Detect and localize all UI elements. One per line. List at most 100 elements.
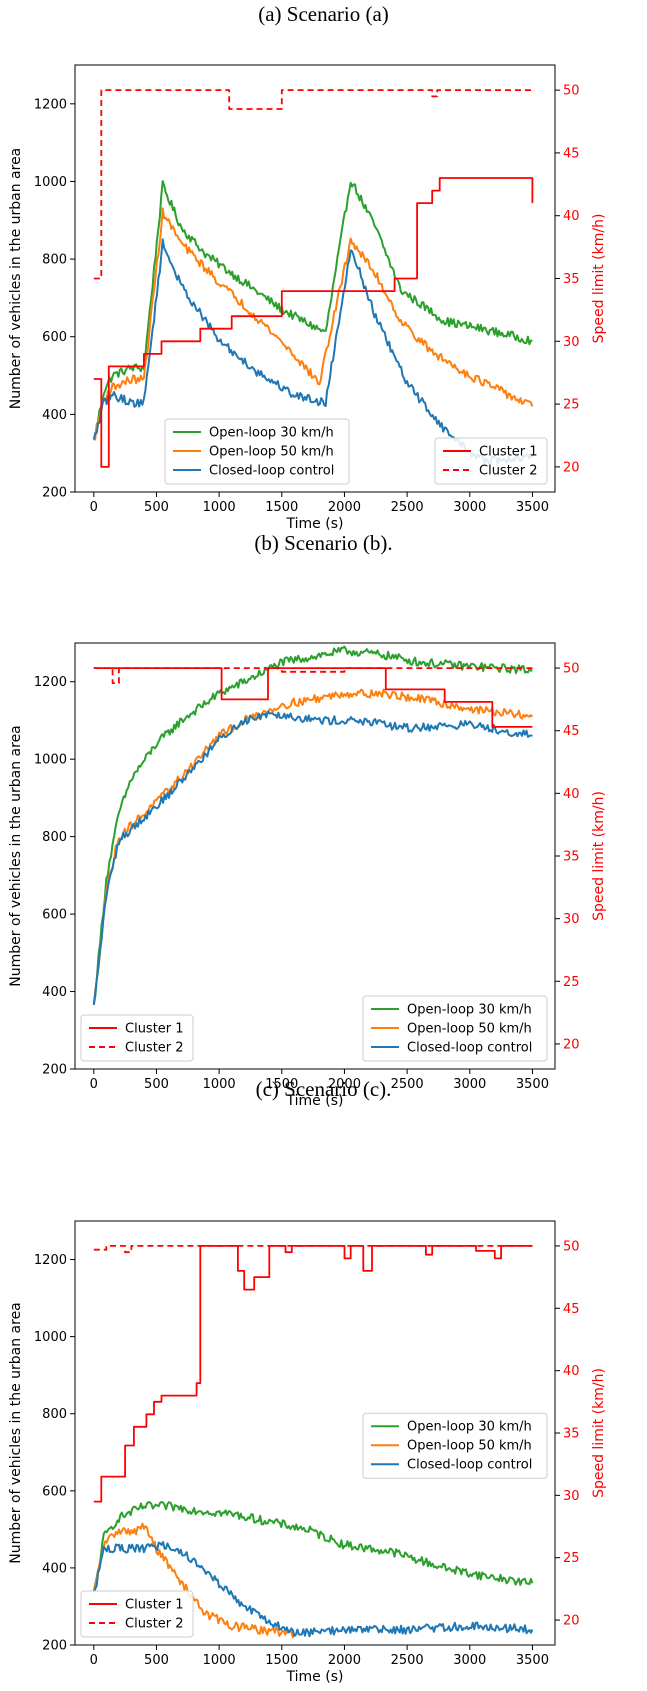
series-line-open-loop-30-km-h (92, 1501, 534, 1593)
legend-box (362, 995, 548, 1062)
y-tick-label: 1200 (34, 97, 67, 112)
legend-entry-label: Open-loop 30 km/h (407, 1003, 532, 1018)
y2-tick-label: 50 (563, 662, 580, 677)
caption-b: (b) Scenario (b). (254, 531, 393, 555)
y2-tick-label: 30 (563, 1489, 580, 1504)
y-tick-label: 200 (42, 486, 67, 501)
y2-tick-label: 30 (563, 912, 580, 927)
chart-panel-b: 0 500 1000 1500 2000 2500 3000 3500 Time (s) 200 4… (8, 642, 607, 1109)
legend-entry-label: Closed-loop control (407, 1041, 532, 1056)
x-tick-label: 2500 (391, 1653, 424, 1668)
series-line-cluster-2 (93, 667, 533, 684)
legend-entry-label: Open-loop 50 km/h (407, 1022, 532, 1037)
x-tick-label: 0 (90, 1077, 98, 1092)
x-tick-label: 3000 (453, 1653, 486, 1668)
y-axis-label: Number of vehicles in the urban area (8, 148, 24, 410)
y2-tick-label: 50 (563, 1239, 580, 1254)
x-axis-label: Time (s) (286, 1669, 344, 1685)
y-tick-label: 800 (42, 1407, 67, 1422)
y-tick-label: 1000 (34, 1330, 67, 1345)
y2-tick-label: 20 (563, 460, 580, 475)
x-tick-label: 3000 (453, 1077, 486, 1092)
y-axis-label: Number of vehicles in the urban area (8, 1302, 24, 1564)
series-line-open-loop-30-km-h (92, 645, 533, 1006)
x-tick-label: 0 (90, 500, 98, 515)
y2-tick-label: 45 (563, 1302, 580, 1317)
x-tick-label: 3500 (516, 1077, 549, 1092)
series-line-cluster-1 (93, 667, 533, 728)
y2-tick-label: 40 (563, 209, 580, 224)
legend: Open-loop 30 km/h Open-loop 50 km/h Closed… (362, 1412, 548, 1479)
series-line-cluster-2 (93, 1245, 533, 1254)
y-tick-label: 600 (42, 1484, 67, 1499)
legend-entry-label: Cluster 1 (125, 1022, 184, 1037)
series-line-open-loop-50-km-h (92, 1522, 296, 1639)
x-tick-label: 500 (144, 500, 169, 515)
legend-entry-label: Cluster 2 (479, 464, 538, 479)
y-tick-label: 800 (42, 830, 67, 845)
legend-box (80, 1590, 194, 1638)
series-line-cluster-2 (93, 89, 533, 280)
legend-box (80, 1014, 194, 1062)
y2-tick-label: 50 (563, 84, 580, 99)
legend-entry-label: Closed-loop control (407, 1458, 532, 1473)
y-tick-label: 1200 (34, 675, 67, 690)
y-tick-label: 400 (42, 1561, 67, 1576)
x-tick-label: 3000 (453, 500, 486, 515)
y-tick-label: 600 (42, 908, 67, 923)
caption-a: (a) Scenario (a) (258, 2, 389, 26)
y2-tick-label: 35 (563, 272, 580, 287)
legend-entry-label: Open-loop 50 km/h (209, 445, 334, 460)
legend: Open-loop 30 km/h Open-loop 50 km/h Closed… (362, 995, 548, 1062)
y2-tick-label: 35 (563, 1427, 580, 1442)
x-tick-label: 2000 (328, 500, 361, 515)
x-tick-label: 3500 (516, 1653, 549, 1668)
y-tick-label: 200 (42, 1639, 67, 1654)
y2-tick-label: 30 (563, 335, 580, 350)
legend-entry-label: Cluster 1 (479, 445, 538, 460)
y2-tick-label: 25 (563, 1551, 580, 1566)
y-tick-label: 400 (42, 408, 67, 423)
y2-tick-label: 45 (563, 724, 580, 739)
x-tick-label: 500 (144, 1077, 169, 1092)
series-line-cluster-1 (93, 1245, 533, 1503)
x-axis-label: Time (s) (286, 1093, 344, 1109)
legend-box (434, 437, 548, 485)
x-tick-label: 500 (144, 1653, 169, 1668)
x-tick-label: 1000 (203, 500, 236, 515)
y2-tick-label: 45 (563, 146, 580, 161)
y-tick-label: 1000 (34, 175, 67, 190)
y-tick-label: 600 (42, 330, 67, 345)
legend-entry-label: Cluster 2 (125, 1041, 184, 1056)
series-line-cluster-1 (93, 177, 534, 468)
legend-entry-label: Open-loop 30 km/h (209, 426, 334, 441)
legend-entry-label: Open-loop 50 km/h (407, 1439, 532, 1454)
x-tick-label: 1500 (265, 1077, 298, 1092)
y-tick-label: 1000 (34, 753, 67, 768)
x-tick-label: 3500 (516, 500, 549, 515)
x-tick-label: 1000 (203, 1077, 236, 1092)
caption-c: (c) Scenario (c). (255, 1077, 392, 1101)
x-tick-label: 2000 (328, 1653, 361, 1668)
series-line-open-loop-50-km-h (92, 688, 534, 1005)
series-line-closed-loop-control (92, 1541, 534, 1638)
y2-tick-label: 40 (563, 1364, 580, 1379)
y-axis-label: Number of vehicles in the urban area (8, 725, 24, 987)
x-tick-label: 1500 (265, 1653, 298, 1668)
x-tick-label: 2500 (391, 500, 424, 515)
y-tick-label: 1200 (34, 1253, 67, 1268)
legend-entry-label: Closed-loop control (209, 464, 334, 479)
series-line-open-loop-50-km-h (93, 207, 534, 441)
y2-tick-label: 20 (563, 1037, 580, 1052)
legend-box (362, 1412, 548, 1479)
y2-axis-label: Speed limit (km/h) (591, 1368, 607, 1498)
legend-entry-label: Cluster 2 (125, 1617, 184, 1632)
x-tick-label: 1000 (203, 1653, 236, 1668)
x-tick-label: 0 (90, 1653, 98, 1668)
x-axis-label: Time (s) (286, 516, 344, 532)
x-tick-label: 2500 (391, 1077, 424, 1092)
y-tick-label: 800 (42, 253, 67, 268)
y2-axis-label: Speed limit (km/h) (591, 214, 607, 344)
x-tick-label: 2000 (328, 1077, 361, 1092)
y-tick-label: 400 (42, 985, 67, 1000)
